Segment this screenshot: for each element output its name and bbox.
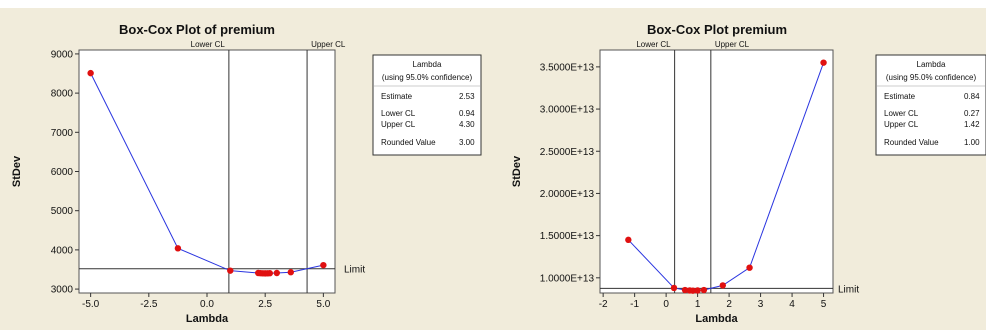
- left-xtick-label: 0.0: [200, 299, 214, 310]
- left-legend-subtitle: (using 95.0% confidence): [382, 73, 473, 82]
- right-data-point: [625, 236, 632, 244]
- left-upper-cl-label: Upper CL: [311, 40, 346, 49]
- left-plot-area: [78, 49, 336, 294]
- right-data-point: [670, 284, 678, 292]
- right-xtick-label: 0: [663, 299, 669, 310]
- left-data-point: [273, 269, 281, 277]
- left-legend-row-label: Rounded Value: [381, 138, 436, 147]
- left-ytick-label: 7000: [51, 128, 74, 139]
- right-data-point: [746, 264, 753, 271]
- right-xtick-label: 5: [821, 299, 827, 310]
- left-legend-title: Lambda: [413, 60, 442, 69]
- left-lower-cl-label: Lower CL: [191, 40, 226, 49]
- right-legend-row-value: 0.84: [964, 92, 980, 101]
- right-lower-cl-label: Lower CL: [636, 40, 671, 49]
- right-data-point: [820, 59, 827, 66]
- left-legend-row-label: Estimate: [381, 92, 413, 101]
- left-ytick-label: 6000: [51, 167, 74, 178]
- left-xtick-label: -2.5: [140, 299, 158, 310]
- left-legend-row-value: 2.53: [459, 92, 475, 101]
- left-y-axis-label: StDev: [11, 155, 23, 187]
- right-legend-row-value: 1.42: [964, 120, 980, 129]
- left-data-point: [266, 270, 274, 277]
- left-data-point: [87, 69, 94, 77]
- left-ytick-label: 5000: [51, 206, 74, 217]
- right-ytick-label: 1.0000E+13: [540, 273, 595, 284]
- left-limit-label: Limit: [344, 265, 365, 276]
- right-upper-cl-label: Upper CL: [715, 40, 750, 49]
- right-xtick-label: -1: [630, 299, 639, 310]
- right-data-point: [700, 286, 708, 294]
- left-ytick-label: 3000: [51, 285, 74, 296]
- right-x-axis-label: Lambda: [695, 313, 738, 325]
- right-legend-box: [875, 54, 986, 156]
- right-xtick-label: 1: [695, 299, 701, 310]
- left-xtick-label: -5.0: [82, 299, 100, 310]
- right-legend-row-label: Lower CL: [884, 109, 919, 118]
- right-xtick-label: -2: [599, 299, 608, 310]
- right-chart-title: Box-Cox Plot premium: [647, 22, 787, 37]
- left-xtick-label: 5.0: [316, 299, 330, 310]
- right-legend-row-label: Estimate: [884, 92, 916, 101]
- right-legend-subtitle: (using 95.0% confidence): [886, 73, 977, 82]
- right-data-point: [681, 286, 689, 294]
- left-ytick-label: 9000: [51, 49, 74, 60]
- right-xtick-label: 2: [726, 299, 732, 310]
- right-legend-title: Lambda: [917, 60, 946, 69]
- right-y-axis-label: StDev: [511, 155, 523, 187]
- left-chart-title: Box-Cox Plot of premium: [119, 22, 275, 37]
- left-legend-row-value: 0.94: [459, 109, 475, 118]
- right-ytick-label: 3.0000E+13: [540, 105, 595, 116]
- left-legend-box: [372, 54, 482, 156]
- right-legend-row-value: 1.00: [964, 138, 980, 147]
- left-legend-row-label: Upper CL: [381, 120, 416, 129]
- left-legend-row-value: 4.30: [459, 120, 475, 129]
- left-legend-row-value: 3.00: [459, 138, 475, 147]
- right-ytick-label: 3.5000E+13: [540, 62, 595, 73]
- right-limit-label: Limit: [838, 284, 859, 295]
- left-data-point: [174, 245, 182, 252]
- right-data-point: [719, 282, 726, 289]
- left-x-axis-label: Lambda: [186, 313, 229, 325]
- left-data-point: [227, 267, 234, 274]
- right-ytick-label: 2.0000E+13: [540, 189, 595, 200]
- right-legend-row-value: 0.27: [964, 109, 980, 118]
- left-ytick-label: 8000: [51, 89, 74, 100]
- left-data-point: [287, 269, 294, 276]
- right-ytick-label: 2.5000E+13: [540, 147, 595, 158]
- left-legend-row-label: Lower CL: [381, 109, 416, 118]
- right-legend-row-label: Rounded Value: [884, 138, 939, 147]
- right-xtick-label: 3: [758, 299, 764, 310]
- right-xtick-label: 4: [789, 299, 795, 310]
- right-data-point: [689, 287, 697, 294]
- left-data-point: [320, 261, 327, 269]
- right-data-point: [694, 287, 701, 294]
- right-ytick-label: 1.5000E+13: [540, 231, 595, 242]
- right-plot-area: [599, 49, 834, 294]
- right-legend-row-label: Upper CL: [884, 120, 919, 129]
- left-xtick-label: 2.5: [258, 299, 272, 310]
- left-ytick-label: 4000: [51, 245, 74, 256]
